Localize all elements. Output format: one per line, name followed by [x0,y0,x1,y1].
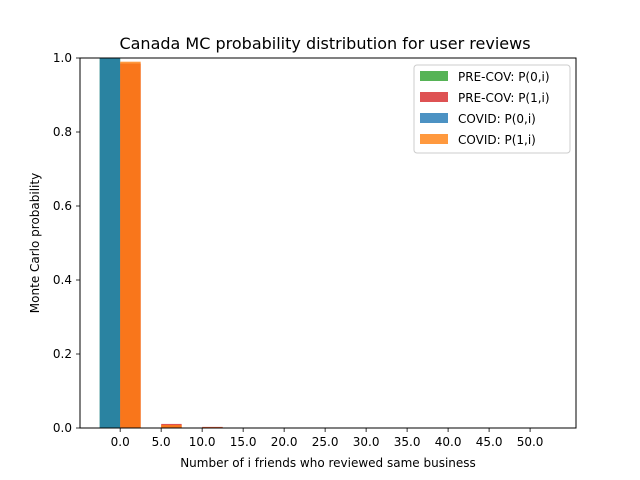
y-tick-label-4: 0.8 [53,125,72,139]
legend-swatch-0 [420,71,448,81]
legend-label-0: PRE-COV: P(0,i) [458,70,550,84]
x-tick-label-0: 0.0 [111,435,130,449]
y-tick-label-1: 0.2 [53,347,72,361]
bar-series-3-0 [120,61,141,428]
x-tick-label-7: 35.0 [394,435,421,449]
x-tick-label-2: 10.0 [189,435,216,449]
legend-swatch-1 [420,92,448,102]
x-axis-label: Number of i friends who reviewed same bu… [180,456,476,470]
bar-series-3-1 [161,425,182,428]
y-axis: 0.0 0.2 0.4 0.6 0.8 1.0 [53,51,80,435]
x-axis: 0.0 5.0 10.0 15.0 20.0 25.0 30.0 35.0 40.0 45.0 50… [111,428,544,449]
plot-frame [79,57,577,429]
y-tick-label-2: 0.4 [53,273,72,287]
y-tick-label-3: 0.6 [53,199,72,213]
x-tick-label-3: 15.0 [230,435,257,449]
x-tick-label-5: 25.0 [312,435,339,449]
y-tick-label-0: 0.0 [53,421,72,435]
x-tick-label-4: 20.0 [271,435,298,449]
legend-swatch-2 [420,113,448,123]
bar-series-2-0 [99,58,121,428]
x-tick-label-10: 50.0 [517,435,544,449]
x-tick-label-8: 40.0 [435,435,462,449]
x-tick-label-1: 5.0 [152,435,171,449]
legend-label-3: COVID: P(1,i) [458,133,536,147]
bars-group [99,58,264,429]
y-axis-label: Monte Carlo probability [28,173,42,313]
legend-label-2: COVID: P(0,i) [458,112,536,126]
legend-swatch-3 [420,134,448,144]
chart-title: Canada MC probability distribution for u… [119,34,530,53]
legend-label-1: PRE-COV: P(1,i) [458,91,550,105]
legend-frame [413,64,571,154]
x-tick-label-6: 30.0 [353,435,380,449]
x-tick-label-9: 45.0 [476,435,503,449]
y-tick-label-5: 1.0 [53,51,72,65]
legend: PRE-COV: P(0,i) PRE-COV: P(1,i) COVID: P(0… [413,64,571,154]
